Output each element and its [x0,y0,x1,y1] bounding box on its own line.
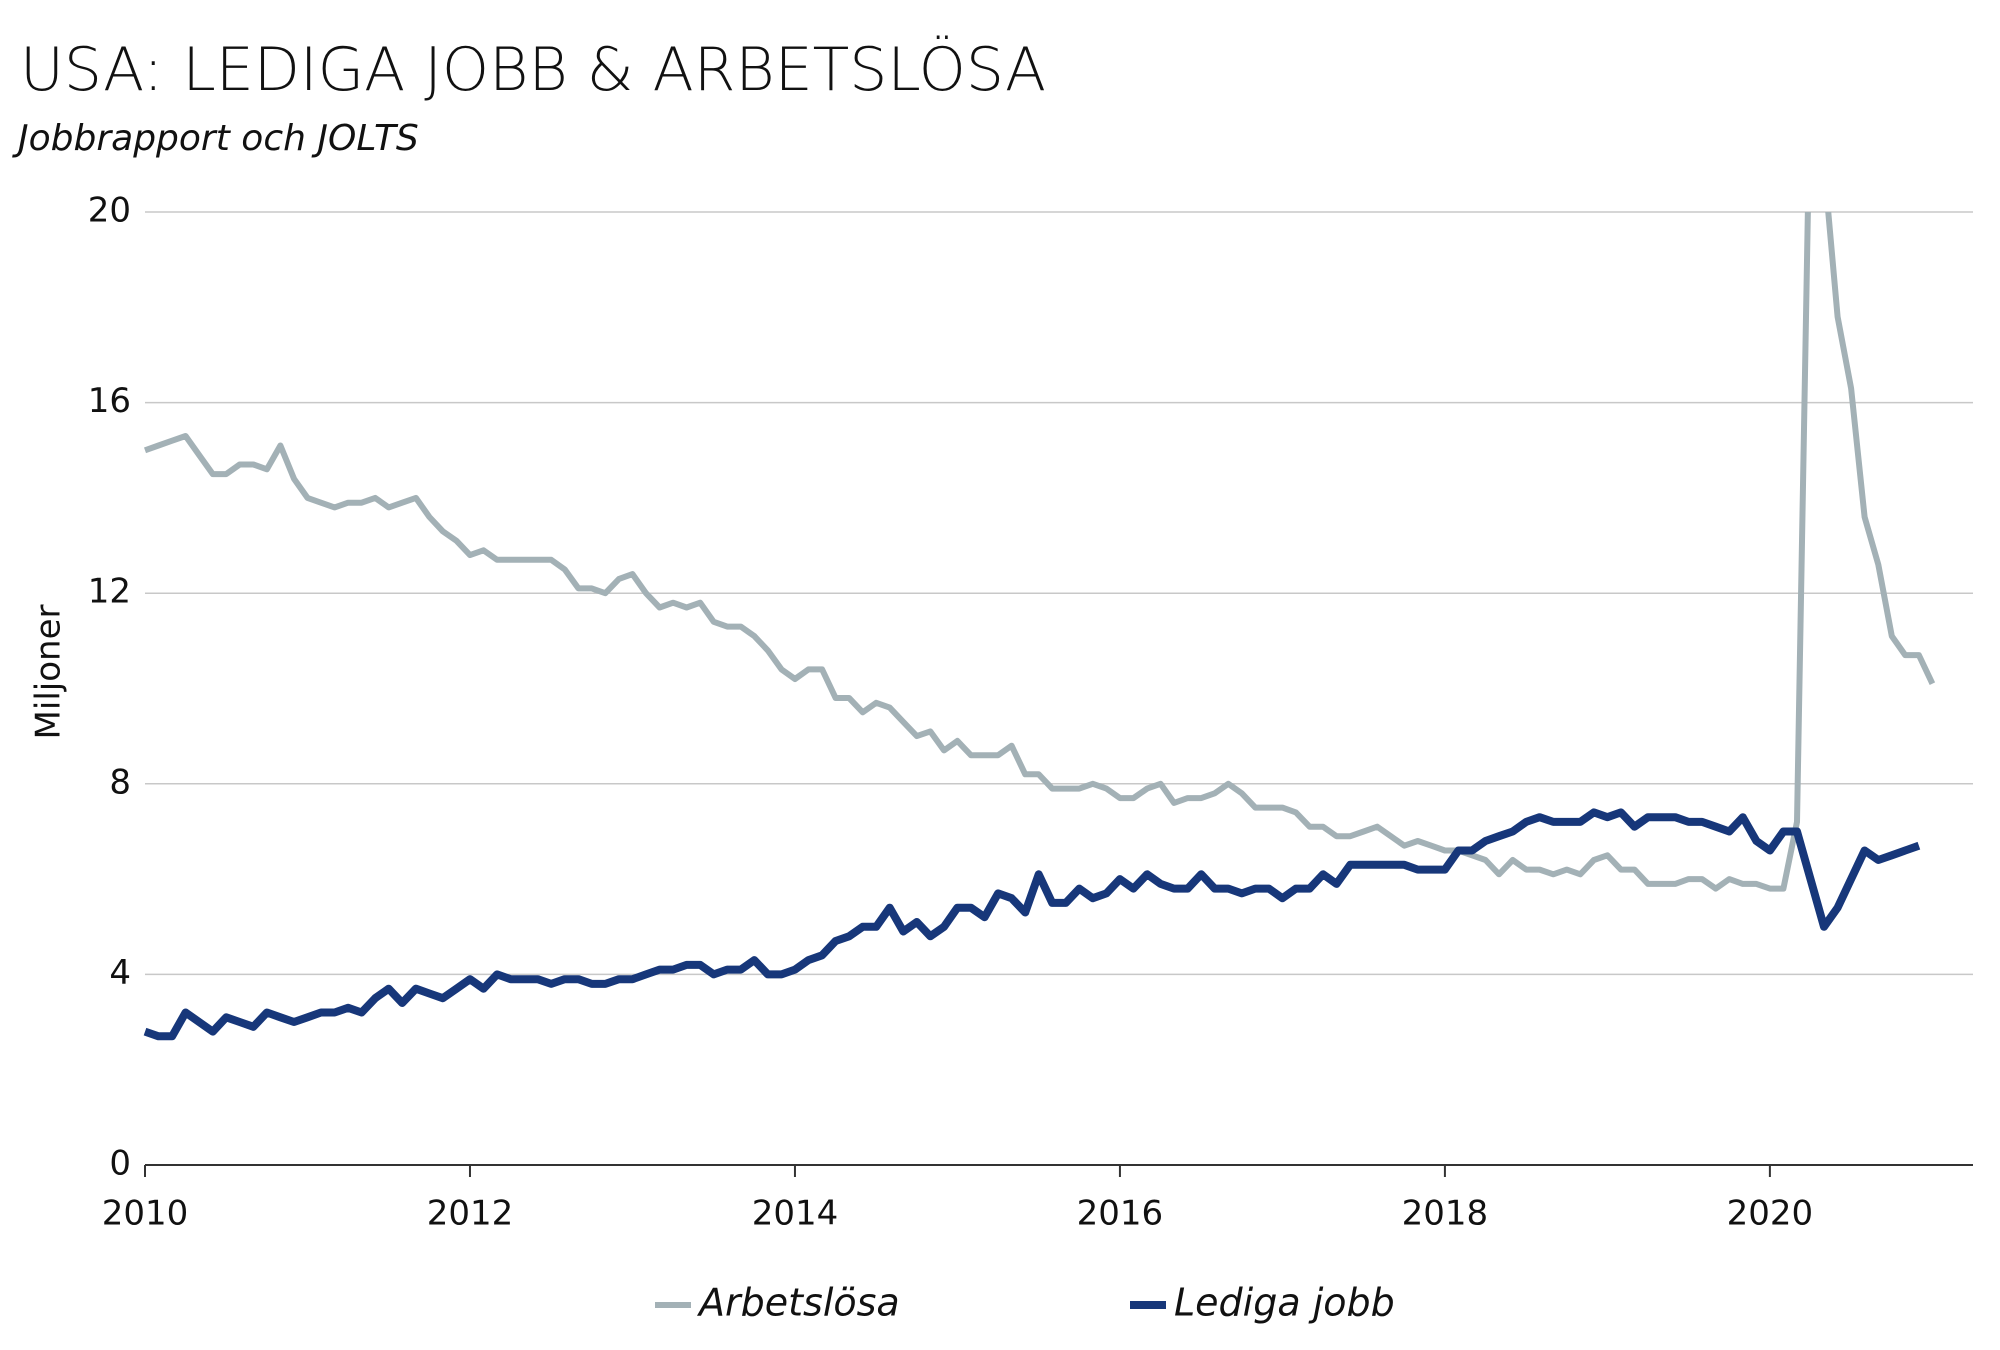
plot-area [143,212,1936,1041]
y-tick-label: 4 [109,953,131,993]
series-line [143,808,1921,1041]
axes: 0 4 8 12 16 20 2010 2012 2014 2016 2018 2020 Arbetsl… [88,191,1973,1325]
chart-title: USA: LEDIGA JOBB & ARBETSLÖSA [20,35,1046,105]
chart-subtitle: Jobbrapport och JOLTS [12,118,419,159]
y-tick-label: 0 [109,1144,131,1184]
x-tick-label: 2012 [427,1194,514,1234]
y-axis-label: Miljoner [29,605,69,740]
grid [145,211,1973,976]
x-tick-label: 2010 [102,1194,189,1234]
x-tick-label: 2018 [1402,1194,1489,1234]
x-tick-label: 2016 [1077,1194,1164,1234]
legend-label: Lediga jobb [1174,1281,1395,1325]
y-tick-label: 16 [88,381,131,421]
y-tick-label: 12 [88,572,131,612]
x-tick-label: 2014 [752,1194,839,1234]
x-tick-label: 2020 [1727,1194,1814,1234]
series-line [143,212,1936,892]
y-tick-label: 8 [109,762,131,802]
y-tick-label: 20 [88,191,131,231]
legend-label: Arbetslösa [696,1281,900,1325]
